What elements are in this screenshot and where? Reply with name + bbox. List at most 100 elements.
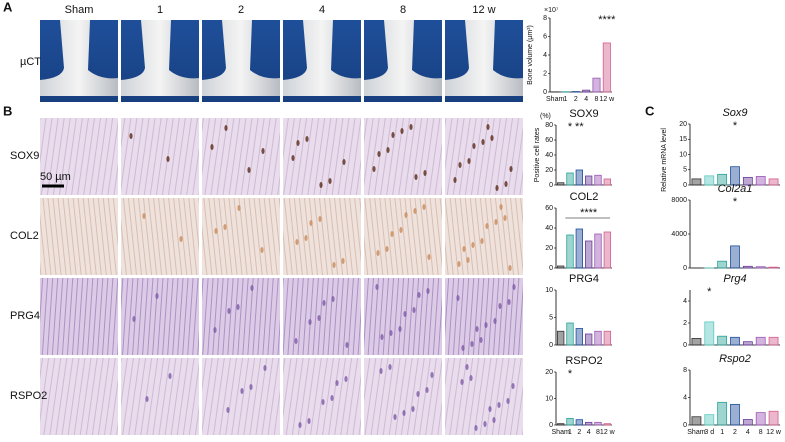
cell: [495, 185, 499, 191]
x-tick-label: 1: [568, 429, 572, 436]
y-tick-label: 4000: [671, 231, 687, 238]
y-axis-label: Bone volume (µm³): [527, 25, 534, 85]
cell: [319, 182, 323, 188]
cell: [331, 296, 335, 302]
bone: [40, 20, 118, 96]
cell: [236, 304, 240, 310]
x-tick-label: 8: [596, 429, 600, 436]
bar: [755, 336, 766, 346]
bar: [566, 417, 574, 426]
y-tick-label: 20: [545, 167, 553, 174]
cell: [341, 258, 345, 264]
histology-image: [121, 118, 199, 195]
histology-image: [283, 358, 361, 435]
cell: [416, 391, 420, 397]
cell: [466, 257, 470, 263]
y-tick-label: 0: [549, 422, 553, 429]
column-label: 12 w: [472, 4, 495, 16]
cell: [507, 299, 511, 305]
scale-bar-label: 50 µm: [40, 171, 71, 183]
bar: [717, 173, 728, 186]
cell: [142, 213, 146, 219]
cell: [498, 303, 502, 309]
annotation: *: [733, 196, 738, 208]
cell: [475, 326, 479, 332]
bar: [557, 182, 565, 186]
cell: [503, 215, 507, 221]
cell: [375, 284, 379, 290]
bar: [603, 231, 611, 269]
bar: [557, 330, 565, 346]
cell: [497, 402, 501, 408]
bar: [603, 330, 611, 346]
histology-image: [202, 358, 280, 435]
bar: [566, 234, 574, 269]
histology-image: [202, 198, 280, 275]
y-multiplier: ×10⁷: [544, 7, 559, 14]
cell: [226, 407, 230, 413]
histology-image: [283, 278, 361, 355]
cell: [488, 406, 492, 412]
cell: [210, 144, 214, 150]
cell: [461, 345, 465, 351]
bar: [691, 337, 702, 346]
histology-image: [364, 358, 442, 435]
bar: [755, 412, 766, 426]
bar: [603, 423, 611, 426]
x-tick-label: Sham: [552, 429, 570, 436]
cell: [166, 156, 170, 162]
cell: [261, 148, 265, 154]
x-tick-label: 1: [720, 429, 724, 436]
column-label: 8: [400, 4, 406, 16]
cell: [168, 373, 172, 379]
y-unit: (%): [540, 113, 551, 120]
bar: [704, 321, 715, 346]
cell: [385, 246, 389, 252]
cell: [224, 125, 228, 131]
y-tick-label: 10: [679, 151, 687, 158]
cell: [403, 311, 407, 317]
x-tick-label: 12 w: [599, 96, 615, 103]
histology-image: [40, 198, 118, 275]
x-tick-label: 4: [584, 96, 588, 103]
bar: [575, 419, 583, 426]
bar: [691, 416, 702, 426]
cell: [372, 166, 376, 172]
y-tick-label: 0: [683, 342, 687, 349]
y-tick-label: 5: [549, 314, 553, 321]
bar: [585, 421, 593, 426]
cell: [321, 399, 325, 405]
row-label: µCT: [20, 56, 41, 68]
y-tick-label: 2: [683, 320, 687, 327]
cell: [409, 124, 413, 130]
cell: [512, 284, 516, 290]
y-tick-label: 40: [545, 225, 553, 232]
y-tick-label: 60: [545, 137, 553, 144]
x-tick-label: 8: [595, 96, 599, 103]
cell: [469, 375, 473, 381]
x-tick-label: 2: [733, 429, 737, 436]
cell: [250, 285, 254, 291]
cell: [508, 265, 512, 271]
cell: [260, 247, 264, 253]
bar: [575, 328, 583, 346]
cell: [422, 204, 426, 210]
cell: [263, 365, 267, 371]
cell: [318, 216, 322, 222]
cell: [413, 208, 417, 214]
bar: [717, 401, 728, 426]
x-tick-label: 2: [574, 96, 578, 103]
chart-title: COL2: [570, 191, 599, 203]
bone: [283, 20, 361, 96]
histology-image: [202, 118, 280, 195]
bar: [768, 178, 779, 186]
row-label: SOX9: [10, 150, 39, 162]
bar: [575, 228, 583, 269]
column-label: 2: [238, 4, 244, 16]
cell: [213, 327, 217, 333]
x-tick-label: 3 d: [704, 429, 714, 436]
bar: [592, 77, 601, 93]
y-tick-label: 0: [683, 182, 687, 189]
chart-title: Rspo2: [719, 353, 751, 365]
cell: [511, 383, 515, 389]
